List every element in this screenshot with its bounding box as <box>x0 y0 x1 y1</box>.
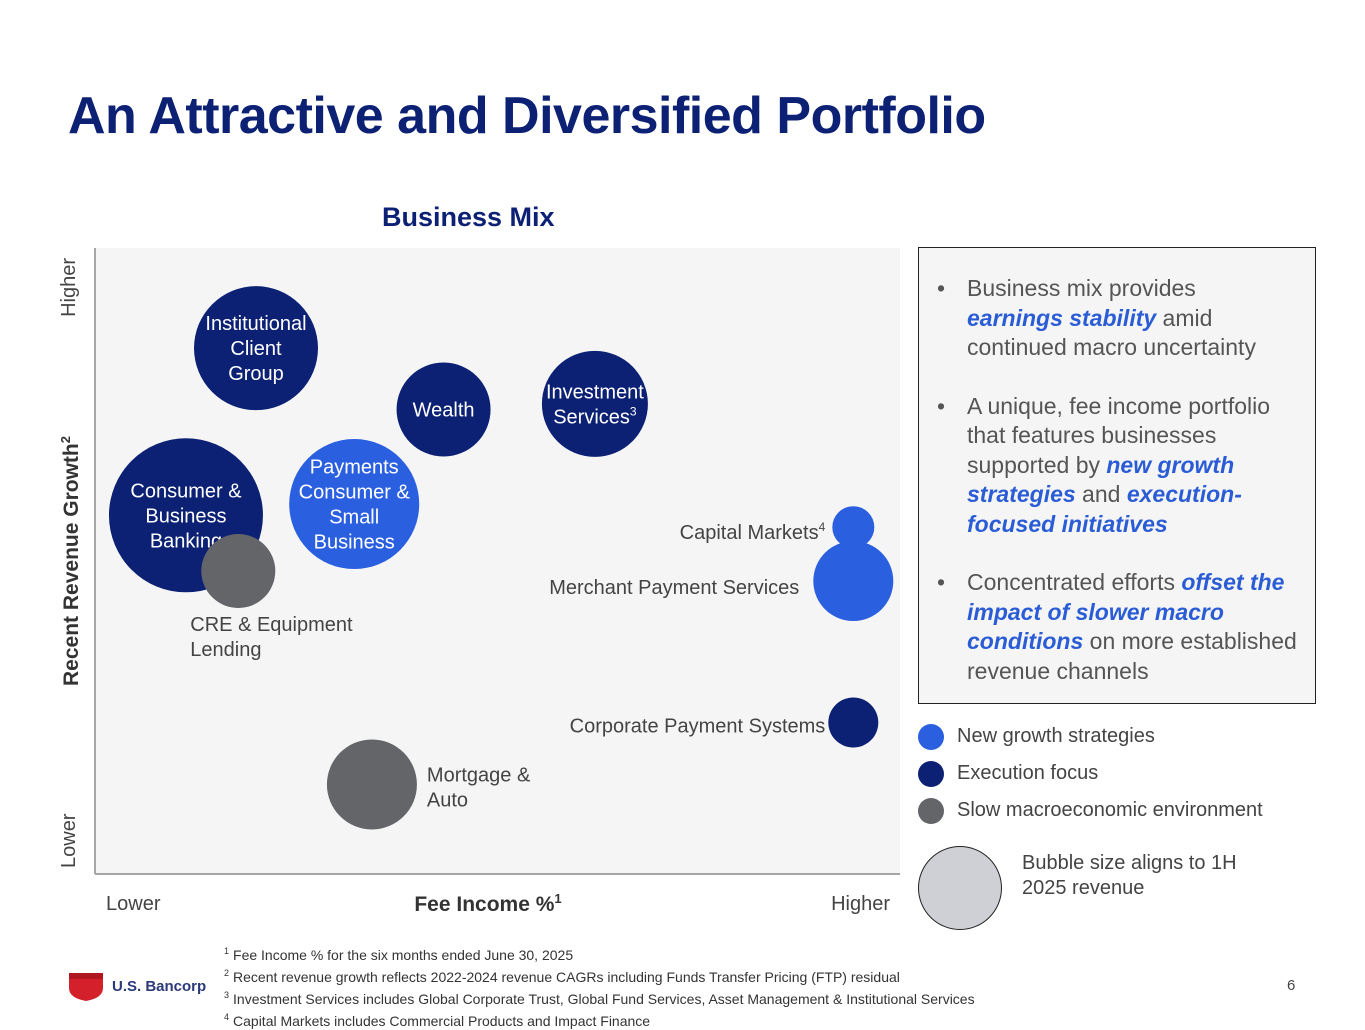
page-title: An Attractive and Diversified Portfolio <box>68 87 986 145</box>
highlight-text: offset the impact of slower macro condit… <box>967 569 1285 654</box>
footnote-number: 1 <box>224 946 230 956</box>
page-number: 6 <box>1287 977 1296 994</box>
shield-logo-icon <box>69 973 103 1001</box>
bullet-text: Concentrated efforts <box>967 569 1182 595</box>
legend-swatch <box>918 760 944 787</box>
bubble-label-corporate-payment-systems: Corporate Payment Systems <box>570 716 826 738</box>
legend-label: New growth strategies <box>957 725 1155 747</box>
bubble-merchant-payment-services <box>813 541 894 622</box>
bubble-label-consumer-business-banking: Consumer & Business Banking <box>130 480 242 552</box>
bubble-mortgage-auto <box>326 739 417 830</box>
footnote: 4 Capital Markets includes Commercial Pro… <box>224 1008 975 1030</box>
footnote-text: Fee Income % for the six months ended Ju… <box>233 947 574 963</box>
legend-swatch <box>918 797 944 824</box>
highlight-text: execution-focused initiatives <box>967 481 1242 537</box>
footnote: 1 Fee Income % for the six months ended J… <box>224 942 975 964</box>
company-logo: U.S. Bancorp <box>68 970 206 1002</box>
bubble-payments-consumer-small-business <box>289 439 420 570</box>
legend-label: Execution focus <box>957 762 1099 784</box>
legend-item: New growth strategies <box>918 718 1263 755</box>
highlight-text: new growth strategies <box>967 451 1235 508</box>
chart-title: Business Mix <box>382 202 555 232</box>
legend-swatch <box>918 723 944 750</box>
legend-item: Execution focus <box>918 755 1263 792</box>
footnote: 2 Recent revenue growth reflects 2022-202… <box>224 964 975 986</box>
key-points-callout: Business mix provides earnings stability… <box>918 247 1316 704</box>
bubble-cre-equipment-lending <box>201 534 276 609</box>
bubble-label-mortgage-auto: Mortgage & Auto <box>427 764 531 811</box>
bubble-wealth <box>396 362 491 457</box>
footnote-number: 4 <box>224 1012 230 1022</box>
bubble-label-institutional-client-group: Institutional Client Group <box>205 313 306 385</box>
x-tick-lower: Lower <box>106 893 161 915</box>
bubble-label-cre-equipment-lending: CRE & Equipment Lending <box>190 614 353 661</box>
key-points-list: Business mix provides earnings stability… <box>919 248 1315 686</box>
y-tick-higher: Higher <box>58 258 80 317</box>
bubble-investment-services <box>541 350 648 457</box>
footnote-text: Recent revenue growth reflects 2022-2024… <box>233 969 900 985</box>
callout-bullet: A unique, fee income portfolio that feat… <box>937 392 1297 540</box>
bubble-label-merchant-payment-services: Merchant Payment Services <box>549 577 799 599</box>
footnote-text: Capital Markets includes Commercial Prod… <box>233 1013 651 1029</box>
bubble-label-investment-services: Investment Services3 <box>546 381 644 428</box>
size-note-text: Bubble size aligns to 1H 2025 revenue <box>1022 852 1237 899</box>
bubble-corporate-payment-systems <box>828 697 879 748</box>
x-tick-higher: Higher <box>831 893 890 915</box>
legend-item: Slow macroeconomic environment <box>918 792 1263 829</box>
x-axis-label: Fee Income %1 <box>414 891 561 916</box>
bubble-label-capital-markets: Capital Markets4 <box>680 520 826 544</box>
footnotes: 1 Fee Income % for the six months ended J… <box>224 942 975 1030</box>
callout-bullet: Concentrated efforts offset the impact o… <box>937 568 1297 686</box>
bullet-text: Business mix provides <box>967 275 1196 301</box>
y-tick-lower: Lower <box>58 813 80 868</box>
size-reference-bubble <box>918 846 1002 930</box>
legend-label: Slow macroeconomic environment <box>957 799 1263 821</box>
highlight-text: earnings stability <box>967 304 1157 331</box>
bullet-text: and <box>1075 481 1127 507</box>
callout-bullet: Business mix provides earnings stability… <box>937 274 1297 363</box>
bubble-institutional-client-group <box>194 286 318 411</box>
logo-text: U.S. Bancorp <box>112 977 207 995</box>
bullet-text: amid continued macro uncertainty <box>967 304 1256 361</box>
footnote-text: Investment Services includes Global Corp… <box>233 991 975 1007</box>
chart-legend: New growth strategies Execution focus Slow… <box>918 718 1263 829</box>
y-axis-label: Recent Revenue Growth2 <box>58 436 83 686</box>
footnote-number: 2 <box>224 968 230 978</box>
bubble-capital-markets <box>832 506 875 549</box>
bullet-text: A unique, fee income portfolio that feat… <box>967 392 1271 478</box>
bubble-label-wealth: Wealth <box>413 400 475 422</box>
footnote: 3 Investment Services includes Global Cor… <box>224 986 975 1008</box>
bubble-label-payments-consumer-small-business: Payments Consumer & Small Business <box>299 457 411 554</box>
footnote-number: 3 <box>224 990 230 1000</box>
business-mix-bubble-chart: Lower Higher Fee Income %1 Lower Higher Recen… <box>58 248 900 916</box>
bullet-text: on more established revenue channels <box>967 628 1297 684</box>
